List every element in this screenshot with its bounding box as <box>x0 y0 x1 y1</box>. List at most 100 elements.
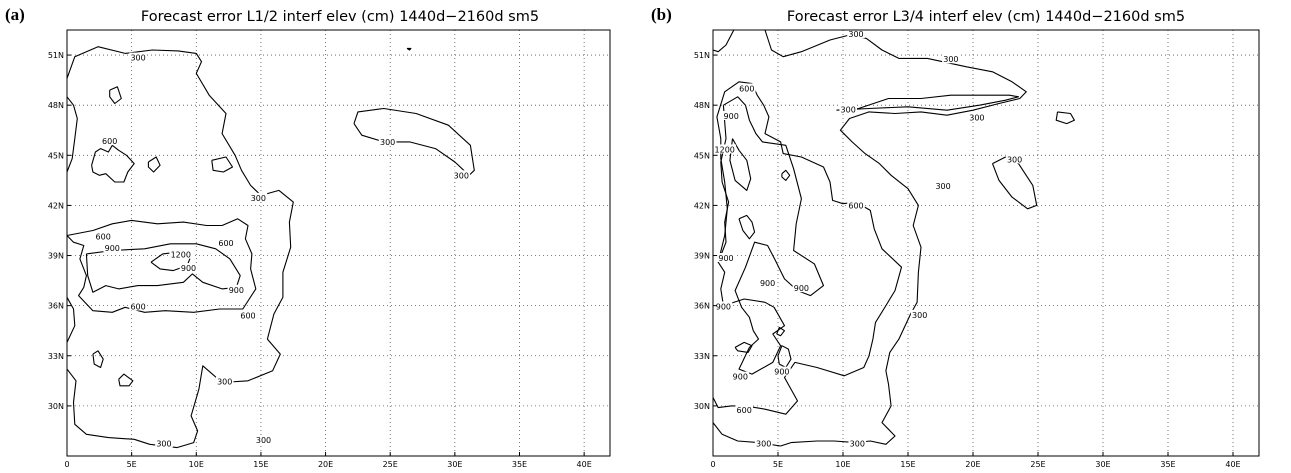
contour-line <box>147 156 161 173</box>
x-tick-label: 0 <box>710 460 715 469</box>
y-tick-label: 45N <box>694 151 710 160</box>
x-tick-label: 5E <box>127 460 137 469</box>
contour-label-bg <box>722 111 740 121</box>
y-tick-label: 42N <box>48 201 64 210</box>
x-tick-label: 20E <box>318 460 333 469</box>
contour-line <box>66 46 294 449</box>
x-tick-label: 5E <box>773 460 783 469</box>
contour-label: 300 <box>969 114 984 123</box>
x-tick-label: 0 <box>64 460 69 469</box>
y-tick-label: 39N <box>48 252 64 261</box>
contour-labels: 300 600 300 300 300 600 900 600 1200 900 900 600 600… <box>94 52 471 448</box>
panel-b: (b) Forecast error L3/4 interf elev (cm)… <box>651 5 1260 469</box>
contour-line <box>738 214 756 240</box>
contour-label: 900 <box>105 244 120 253</box>
contour-label: 900 <box>733 373 748 382</box>
x-tick-label: 25E <box>383 460 398 469</box>
contour-line <box>776 326 786 337</box>
contour-label: 300 <box>217 378 232 387</box>
contour-label: 900 <box>794 284 809 293</box>
contour-label: 900 <box>181 264 196 273</box>
contour-label-bg <box>129 301 147 311</box>
contour-label: 900 <box>229 286 244 295</box>
y-tick-label: 36N <box>48 302 64 311</box>
contour-line <box>406 47 412 51</box>
contour-line <box>66 96 78 173</box>
x-tick-label: 40E <box>577 460 592 469</box>
contour-label: 600 <box>737 406 752 415</box>
contour-label: 600 <box>130 302 145 311</box>
contour-label-bg <box>239 310 257 320</box>
contour-label: 300 <box>756 439 771 448</box>
x-tick-label: 10E <box>835 460 850 469</box>
contour-label-bg <box>968 112 986 122</box>
contour-label: 600 <box>102 137 117 146</box>
x-tick-label: 20E <box>965 460 980 469</box>
contour-label-bg <box>217 238 235 247</box>
contour-label-bg <box>129 52 147 62</box>
contour-line <box>729 138 752 191</box>
contour-line <box>712 29 1027 447</box>
contour-label-bg <box>179 263 198 273</box>
plot-frame <box>66 29 611 457</box>
contour-line <box>836 94 1020 111</box>
contour-line <box>777 345 792 369</box>
contour-label: 300 <box>841 105 856 114</box>
contour-label: 900 <box>760 279 775 288</box>
contour-label-bg <box>847 29 865 39</box>
y-tick-label: 39N <box>694 252 710 261</box>
contour-line <box>150 251 192 272</box>
contour-label: 300 <box>380 138 395 147</box>
contour-label: 600 <box>848 201 863 210</box>
contour-label-bg <box>227 284 246 294</box>
contour-line <box>118 373 134 387</box>
contour-label-bg <box>731 371 750 381</box>
contour-label: 300 <box>912 311 927 320</box>
contour-line <box>712 29 735 53</box>
contour-line <box>91 144 135 183</box>
contour-label-bg <box>758 278 777 288</box>
plot-frame <box>712 29 1260 457</box>
contour-label-bg <box>249 192 268 202</box>
y-tick-label: 36N <box>694 302 710 311</box>
contour-lines <box>66 46 475 449</box>
x-tick-label: 35E <box>1160 460 1175 469</box>
contour-label-bg <box>717 253 735 263</box>
contour-label-bg <box>155 438 173 448</box>
contour-label: 1200 <box>715 145 735 154</box>
y-tick-label: 30N <box>694 402 710 411</box>
contour-label-bg <box>754 438 773 448</box>
contour-line <box>991 156 1038 210</box>
x-tick-label: 30E <box>447 460 462 469</box>
panel-label: (b) <box>651 5 672 24</box>
x-tick-label: 40E <box>1225 460 1240 469</box>
contour-label-bg <box>169 249 193 259</box>
contour-label-bg <box>452 170 471 180</box>
y-tick-label: 48N <box>48 101 64 110</box>
contour-label: 600 <box>96 232 111 241</box>
contour-label-bg <box>934 181 952 191</box>
contour-line <box>92 350 104 369</box>
contour-label: 1200 <box>171 251 191 260</box>
y-tick-label: 45N <box>48 151 64 160</box>
contour-label-bg <box>1005 154 1024 164</box>
contour-label-bg <box>735 405 753 415</box>
contour-label-bg <box>839 104 857 114</box>
chart-title: Forecast error L1/2 interf elev (cm) 144… <box>141 9 539 25</box>
contour-label: 300 <box>256 436 271 445</box>
x-tick-label: 35E <box>512 460 527 469</box>
y-tick-label: 30N <box>48 402 64 411</box>
contour-label: 600 <box>739 84 754 93</box>
y-tick-label: 42N <box>694 201 710 210</box>
y-tick-label: 51N <box>48 51 64 60</box>
x-tick-label: 10E <box>189 460 204 469</box>
contour-label-bg <box>942 54 960 64</box>
contour-line <box>66 297 76 343</box>
contour-line <box>66 218 257 313</box>
y-tick-label: 48N <box>694 101 710 110</box>
contour-label-bg <box>848 438 867 448</box>
contour-lines <box>712 29 1075 447</box>
contour-line <box>211 156 234 173</box>
contour-label: 300 <box>850 439 865 448</box>
